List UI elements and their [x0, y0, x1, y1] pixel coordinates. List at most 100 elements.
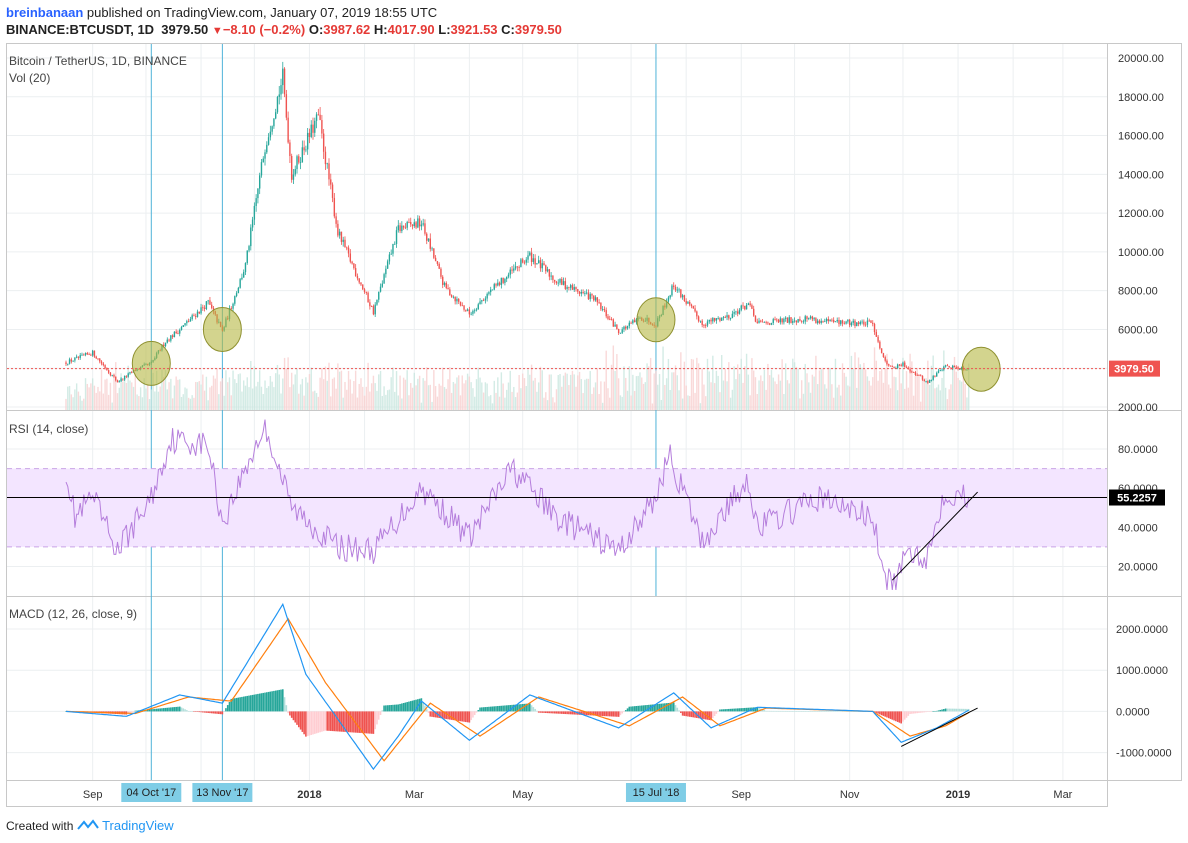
volume-bar: [168, 382, 170, 410]
candle-body: [921, 376, 924, 380]
candle-body: [394, 243, 396, 245]
candle-body: [397, 225, 399, 231]
volume-bar: [273, 387, 275, 410]
macd-histogram-bar: [832, 711, 835, 712]
tradingview-brand[interactable]: TradingView: [102, 818, 174, 833]
volume-bar: [873, 347, 876, 410]
volume-bar: [482, 392, 485, 410]
macd-histogram-bar: [722, 709, 725, 712]
macd-histogram-bar: [875, 711, 878, 713]
macd-histogram-bar: [331, 711, 334, 732]
volume-bar: [831, 384, 833, 410]
volume-bar: [779, 380, 782, 410]
macd-histogram-bar: [950, 708, 952, 712]
candle-body: [676, 289, 678, 291]
volume-bar: [847, 385, 849, 410]
highlight-circle: [961, 346, 1001, 392]
macd-histogram-bar: [425, 709, 428, 712]
macd-histogram-bar: [463, 711, 465, 722]
volume-bar: [950, 384, 952, 410]
volume-bar: [637, 375, 639, 410]
macd-histogram-bar: [845, 711, 847, 712]
candle-body: [381, 283, 384, 287]
volume-bar: [804, 363, 806, 410]
volume-bar: [914, 376, 917, 410]
volume-bar: [836, 387, 838, 410]
candle-body: [500, 277, 503, 285]
candle-body: [694, 308, 696, 312]
candle-body: [728, 315, 730, 319]
volume-bar: [722, 380, 725, 410]
volume-bar: [866, 376, 869, 410]
volume-bar: [424, 380, 426, 410]
volume-bar: [955, 371, 957, 410]
candle-body: [369, 302, 371, 307]
candle-body: [440, 268, 442, 277]
macd-histogram-bar: [395, 704, 398, 712]
candle-body: [447, 287, 449, 290]
volume-bar: [591, 393, 593, 410]
rsi-value-tag-label: 55.2257: [1117, 493, 1157, 505]
macd-histogram-bar: [280, 689, 282, 712]
macd-histogram-bar: [274, 690, 277, 712]
macd-histogram-bar: [831, 711, 833, 712]
volume-bar: [754, 377, 757, 410]
candle-body: [312, 124, 314, 133]
down-arrow-icon: ▼: [211, 25, 223, 37]
time-axis[interactable]: [6, 780, 1108, 807]
volume-bar: [91, 378, 94, 410]
candle-body: [164, 342, 167, 347]
volume-bar: [685, 385, 687, 410]
macd-histogram-bar: [573, 711, 576, 715]
candle-body: [781, 318, 783, 323]
volume-bar: [939, 390, 941, 410]
volume-bar: [532, 380, 535, 410]
candle-body: [868, 320, 870, 322]
macd-histogram-bar: [450, 711, 453, 720]
candle-body: [123, 375, 126, 380]
volume-bar: [278, 374, 280, 410]
candle-body: [699, 320, 702, 322]
candle-body: [502, 277, 504, 283]
volume-bar: [232, 370, 234, 410]
macd-histogram-bar: [219, 711, 222, 715]
macd-axis[interactable]: [1108, 596, 1182, 781]
macd-histogram-bar: [784, 710, 787, 712]
candle-body: [463, 305, 465, 310]
macd-histogram-bar: [308, 711, 311, 736]
macd-histogram-bar: [237, 697, 240, 712]
candle-body: [669, 295, 671, 298]
macd-histogram-bar: [585, 711, 588, 716]
candle-body: [189, 319, 192, 322]
candle-body: [721, 317, 723, 321]
author-link[interactable]: breinbanaan: [6, 5, 84, 20]
macd-histogram-bar: [189, 711, 192, 712]
volume-bar: [468, 376, 471, 410]
candle-body: [456, 298, 458, 302]
candle-body: [129, 372, 131, 374]
candle-body: [905, 367, 908, 368]
volume-bar: [456, 377, 458, 410]
macd-histogram-bar: [301, 711, 304, 732]
volume-bar: [811, 374, 814, 410]
macd-histogram-bar: [960, 708, 963, 712]
volume-bar: [516, 392, 519, 410]
macd-histogram-bar: [569, 711, 572, 715]
macd-histogram-bar: [401, 703, 403, 712]
candle-body: [385, 268, 387, 275]
volume-bar: [175, 376, 177, 410]
volume-bar: [569, 374, 572, 410]
candle-body: [774, 319, 776, 320]
volume-bar: [632, 374, 634, 410]
candle-body: [260, 162, 263, 176]
volume-bar: [251, 388, 254, 410]
volume-bar: [562, 375, 565, 410]
candle-body: [401, 225, 403, 232]
candle-body: [200, 307, 202, 314]
volume-bar: [918, 375, 920, 410]
candle-body: [752, 308, 755, 316]
volume-bar: [886, 353, 888, 410]
macd-histogram-bar: [310, 711, 313, 735]
macd-histogram-bar: [818, 711, 821, 712]
macd-histogram-bar: [276, 690, 279, 712]
